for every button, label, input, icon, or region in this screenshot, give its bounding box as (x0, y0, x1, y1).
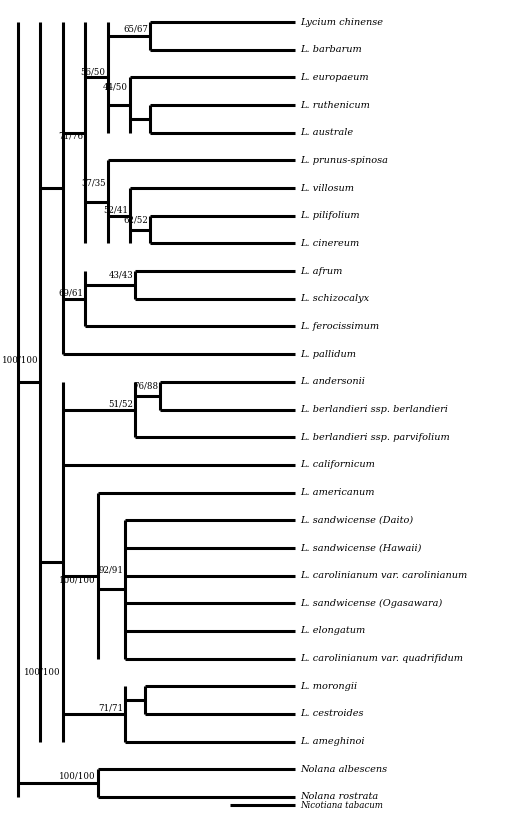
Text: Nolana albescens: Nolana albescens (299, 765, 386, 774)
Text: L. europaeum: L. europaeum (299, 73, 368, 82)
Text: 62/52: 62/52 (123, 215, 148, 224)
Text: 92/91: 92/91 (98, 566, 123, 574)
Text: L. ferocissimum: L. ferocissimum (299, 322, 378, 331)
Text: 44/50: 44/50 (103, 83, 128, 92)
Text: Nolana rostrata: Nolana rostrata (299, 793, 378, 802)
Text: L. carolinianum var. carolinianum: L. carolinianum var. carolinianum (299, 571, 466, 580)
Text: 52/41: 52/41 (103, 206, 128, 215)
Text: L. sandwicense (Hawaii): L. sandwicense (Hawaii) (299, 543, 420, 552)
Text: 100/100: 100/100 (59, 771, 95, 781)
Text: L. carolinianum var. quadrifidum: L. carolinianum var. quadrifidum (299, 654, 462, 663)
Text: 100/100: 100/100 (2, 355, 38, 364)
Text: L. barbarum: L. barbarum (299, 45, 361, 54)
Text: 100/100: 100/100 (59, 575, 95, 584)
Text: L. sandwicense (Ogasawara): L. sandwicense (Ogasawara) (299, 599, 441, 608)
Text: 100/100: 100/100 (24, 668, 61, 677)
Text: 65/67: 65/67 (123, 25, 148, 34)
Text: L. americanum: L. americanum (299, 488, 374, 497)
Text: L. pilifolium: L. pilifolium (299, 211, 359, 220)
Text: Nicotiana tabacum: Nicotiana tabacum (299, 801, 382, 810)
Text: L. prunus-spinosa: L. prunus-spinosa (299, 156, 387, 165)
Text: L. californicum: L. californicum (299, 460, 374, 469)
Text: L. andersonii: L. andersonii (299, 378, 364, 387)
Text: L. villosum: L. villosum (299, 183, 353, 192)
Text: 37/35: 37/35 (81, 178, 105, 187)
Text: L. berlandieri ssp. parvifolium: L. berlandieri ssp. parvifolium (299, 432, 449, 441)
Text: 76/88: 76/88 (133, 382, 158, 391)
Text: L. cestroides: L. cestroides (299, 709, 363, 718)
Text: L. elongatum: L. elongatum (299, 627, 364, 636)
Text: L. cinereum: L. cinereum (299, 239, 358, 248)
Text: L. schizocalyx: L. schizocalyx (299, 294, 369, 303)
Text: 71/76: 71/76 (58, 131, 83, 140)
Text: 43/43: 43/43 (108, 271, 133, 280)
Text: L. ruthenicum: L. ruthenicum (299, 101, 369, 110)
Text: L. afrum: L. afrum (299, 267, 342, 276)
Text: 69/61: 69/61 (58, 289, 83, 298)
Text: L. pallidum: L. pallidum (299, 350, 355, 359)
Text: 71/71: 71/71 (98, 704, 123, 713)
Text: L. sandwicense (Daito): L. sandwicense (Daito) (299, 516, 412, 525)
Text: L. berlandieri ssp. berlandieri: L. berlandieri ssp. berlandieri (299, 405, 447, 414)
Text: 56/50: 56/50 (80, 67, 105, 76)
Text: 51/52: 51/52 (108, 400, 133, 409)
Text: L. morongii: L. morongii (299, 681, 356, 690)
Text: Lycium chinense: Lycium chinense (299, 17, 382, 26)
Text: L. ameghinoi: L. ameghinoi (299, 737, 364, 746)
Text: L. australe: L. australe (299, 129, 352, 138)
